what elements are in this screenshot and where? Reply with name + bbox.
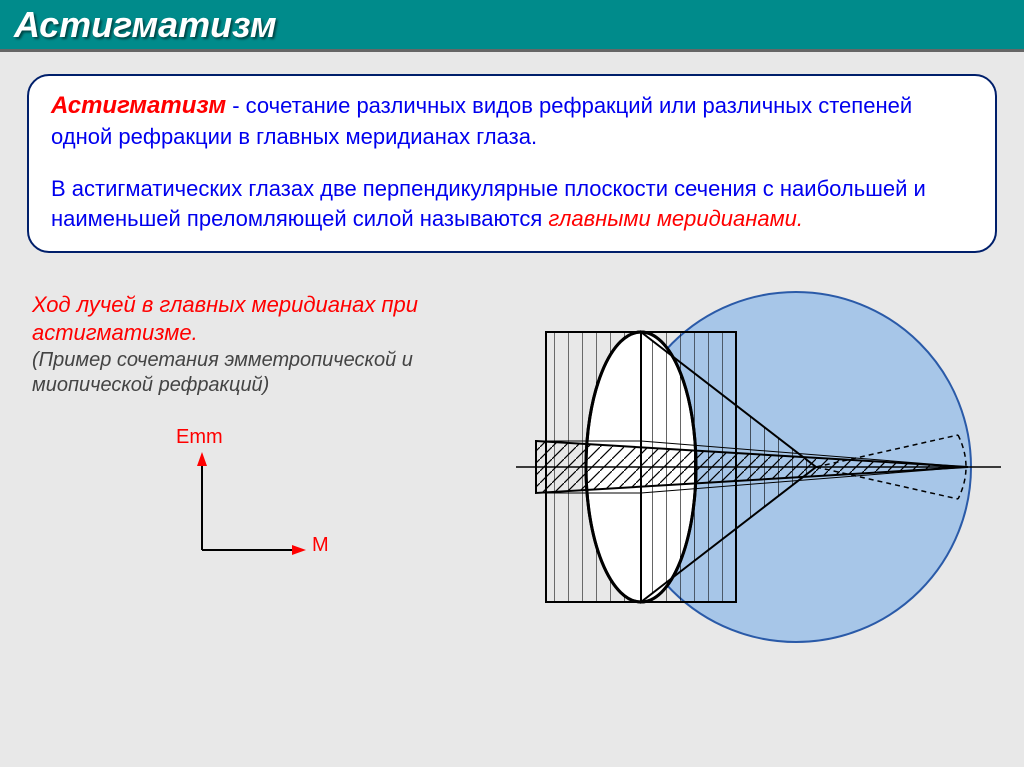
diagram-caption: Ход лучей в главных меридианах при астиг… [32,291,452,398]
definition-box: Астигматизм - сочетание различных видов … [27,74,997,253]
title-bar: Астигматизм [0,0,1024,52]
caption-main: Ход лучей в главных меридианах при астиг… [32,291,452,346]
axis-indicator: Emm M [154,426,364,576]
ray-diagram [456,267,1016,687]
caption-sub: (Пример сочетания эмметропической и миоп… [32,348,452,398]
page-title: Астигматизм [14,4,277,46]
lower-section: Ход лучей в главных меридианах при астиг… [18,291,1006,576]
definition-paragraph-1: Астигматизм - сочетание различных видов … [51,90,973,152]
content-area: Астигматизм - сочетание различных видов … [0,52,1024,576]
axis-label-vertical: Emm [176,426,223,449]
axis-label-horizontal: M [312,534,329,557]
definition-term: Астигматизм [51,92,226,119]
definition-highlight: главными меридианами. [548,206,803,231]
definition-paragraph-2: В астигматических глазах две перпендикул… [51,174,973,233]
